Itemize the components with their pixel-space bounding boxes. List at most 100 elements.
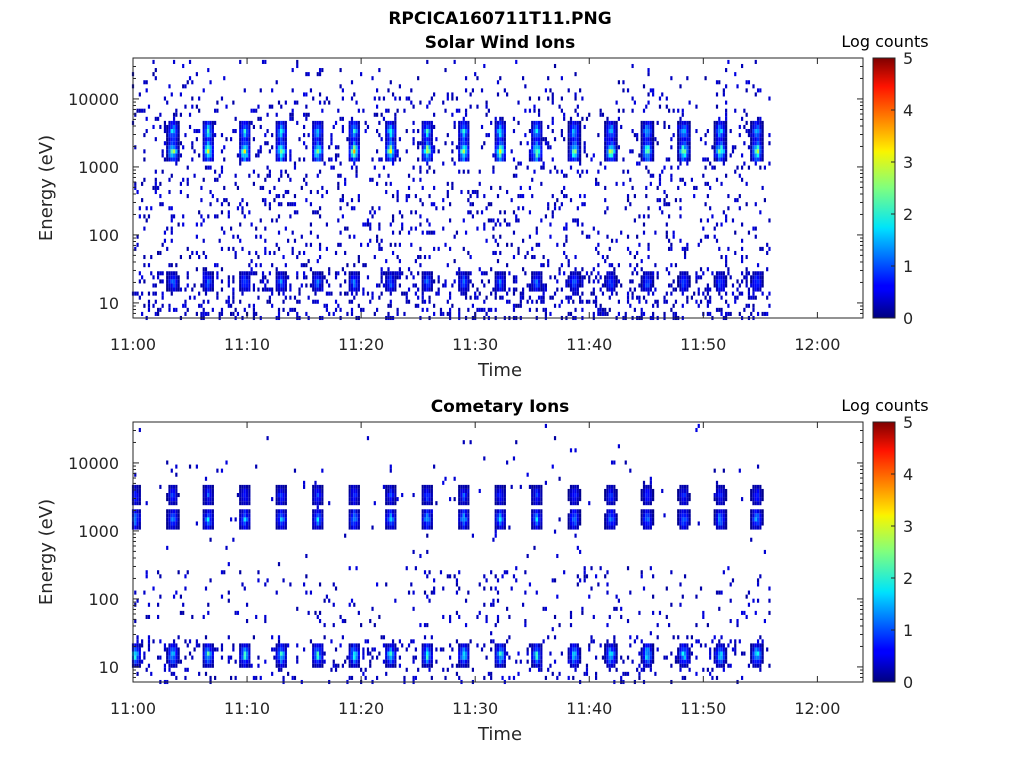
spectrogram-cell xyxy=(574,145,577,150)
spectrogram-cell xyxy=(433,145,436,150)
spectrogram-cell xyxy=(188,112,192,117)
spectrogram-cell xyxy=(642,275,646,280)
spectrogram-cell xyxy=(720,153,723,158)
spectrogram-cell xyxy=(670,283,673,288)
spectrogram-cell xyxy=(170,206,173,211)
spectrogram-cell xyxy=(642,120,646,125)
spectrogram-cell xyxy=(410,242,413,247)
spectrogram-cell xyxy=(266,129,269,134)
spectrogram-cell xyxy=(617,80,621,85)
spectrogram-cell xyxy=(711,271,714,276)
spectrogram-cell xyxy=(355,149,358,154)
spectrogram-cell xyxy=(610,137,614,142)
spectrogram-cell xyxy=(576,275,579,280)
spectrogram-cell xyxy=(458,311,461,316)
spectrogram-cell xyxy=(681,149,684,154)
spectrogram-cell xyxy=(496,194,500,199)
spectrogram-cell xyxy=(239,501,242,506)
spectrogram-cell xyxy=(540,525,543,530)
spectrogram-cell xyxy=(362,651,365,656)
spectrogram-cell xyxy=(455,671,459,676)
spectrogram-cell xyxy=(526,299,529,304)
spectrogram-cell xyxy=(159,484,162,489)
spectrogram-cell xyxy=(725,108,728,113)
spectrogram-cell xyxy=(225,198,228,203)
spectrogram-cell xyxy=(576,120,579,125)
spectrogram-cell xyxy=(535,501,538,506)
spectrogram-cell xyxy=(398,663,402,668)
spectrogram-cell xyxy=(277,562,281,567)
spectrogram-cell xyxy=(316,157,319,162)
spectrogram-cell xyxy=(391,647,395,652)
spectrogram-cell xyxy=(535,643,538,648)
spectrogram-cell xyxy=(715,141,719,146)
spectrogram-cell xyxy=(423,663,427,668)
spectrogram-cell xyxy=(307,295,310,300)
spectrogram-cell xyxy=(284,153,287,158)
spectrogram-cell xyxy=(248,484,251,489)
spectrogram-cell xyxy=(683,279,687,284)
spectrogram-cell xyxy=(154,185,157,190)
spectrogram-cell xyxy=(636,137,639,142)
spectrogram-cell xyxy=(451,647,454,652)
spectrogram-cell xyxy=(594,246,598,251)
spectrogram-cell xyxy=(314,129,317,134)
spectrogram-cell xyxy=(204,157,208,162)
spectrogram-cell xyxy=(572,663,575,668)
spectrogram-cell xyxy=(604,279,607,284)
spectrogram-cell xyxy=(433,303,436,308)
spectrogram-cell xyxy=(296,63,299,69)
spectrogram-cell xyxy=(752,133,755,138)
spectrogram-cell xyxy=(172,655,176,660)
spectrogram-cell xyxy=(768,291,771,296)
spectrogram-cell xyxy=(549,295,552,300)
spectrogram-cell xyxy=(654,137,657,142)
spectrogram-cell xyxy=(544,307,548,312)
spectrogram-cell xyxy=(451,663,454,668)
spectrogram-cell xyxy=(177,287,180,292)
spectrogram-cell xyxy=(718,137,721,142)
spectrogram-cell xyxy=(560,76,563,81)
spectrogram-cell xyxy=(369,222,372,227)
spectrogram-cell xyxy=(284,263,287,268)
spectrogram-cell xyxy=(492,639,495,644)
spectrogram-cell xyxy=(476,226,479,231)
spectrogram-cell xyxy=(385,181,388,186)
spectrogram-cell xyxy=(207,137,210,142)
spectrogram-cell xyxy=(353,283,356,288)
spectrogram-cell xyxy=(663,189,666,195)
spectrogram-cell xyxy=(136,513,139,518)
spectrogram-cell xyxy=(483,675,486,680)
spectrogram-cell xyxy=(464,275,468,280)
spectrogram-cell xyxy=(469,104,472,109)
spectrogram-cell xyxy=(227,299,230,304)
spectrogram-cell xyxy=(202,149,205,154)
spectrogram-cell xyxy=(241,133,244,138)
spectrogram-cell xyxy=(138,271,141,276)
spectrogram-cell xyxy=(722,92,725,97)
spectrogram-cell xyxy=(597,169,600,174)
spectrogram-cell xyxy=(378,157,381,162)
spectrogram-cell xyxy=(353,525,356,530)
spectrogram-cell xyxy=(318,279,322,284)
spectrogram-cell xyxy=(134,185,137,190)
spectrogram-cell xyxy=(533,647,536,652)
spectrogram-cell xyxy=(446,133,449,138)
spectrogram-cell xyxy=(211,157,214,162)
spectrogram-cell xyxy=(426,651,429,656)
spectrogram-cell xyxy=(382,283,386,288)
spectrogram-cell xyxy=(501,525,504,530)
spectrogram-cell xyxy=(579,137,582,142)
spectrogram-cell xyxy=(264,275,267,280)
spectrogram-cell xyxy=(175,655,178,660)
spectrogram-cell xyxy=(524,255,527,260)
spectrogram-cell xyxy=(738,206,741,211)
spectrogram-cell xyxy=(184,586,187,591)
spectrogram-cell xyxy=(396,275,399,280)
spectrogram-cell xyxy=(193,149,196,154)
spectrogram-cell xyxy=(350,275,354,280)
spectrogram-cell xyxy=(494,157,497,162)
spectrogram-cell xyxy=(314,210,317,215)
spectrogram-cell xyxy=(640,124,643,130)
spectrogram-cell xyxy=(533,643,536,648)
